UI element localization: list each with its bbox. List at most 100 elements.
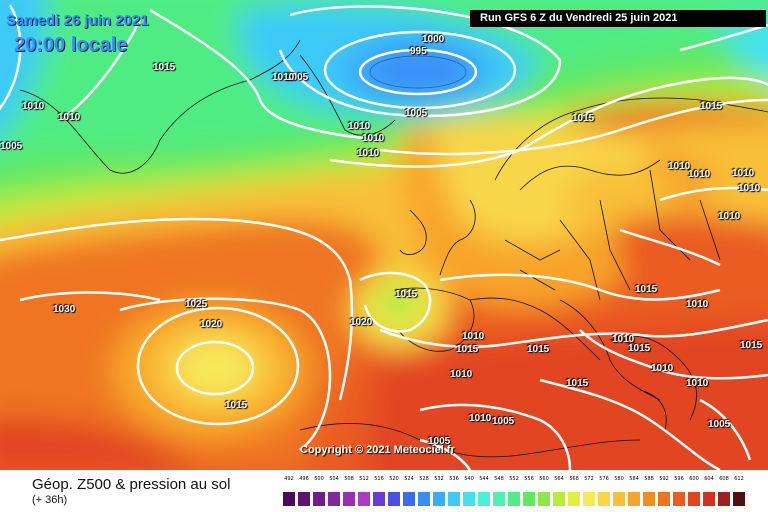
forecast-lead-time: (+ 36h) [32,494,68,506]
isobar-label: 1010 [668,161,691,172]
scale-tick-label: 500 [314,476,324,482]
isobar-label: 1010 [686,378,709,389]
scale-tick-label: 524 [404,476,414,482]
valid-time: 20:00 locale [14,34,128,56]
z500-pressure-map [0,0,768,470]
scale-tick-label: 520 [389,476,399,482]
isobar-label: 1015 [566,378,589,389]
isobar-label: 1010 [357,148,380,159]
isobar-label: 1015 [628,343,651,354]
isobar-label: 1015 [572,113,595,124]
scale-swatch [508,492,520,506]
scale-tick-label: 600 [689,476,699,482]
scale-swatch [343,492,355,506]
isobar-label: 1010 [688,169,711,180]
scale-tick-label: 568 [569,476,579,482]
scale-tick-label: 588 [644,476,654,482]
scale-tick-label: 540 [464,476,474,482]
isobar-label: 1030 [53,304,76,315]
isobar-label: 1015 [740,340,763,351]
scale-tick-label: 492 [284,476,294,482]
isobar-label: 1015 [635,284,658,295]
isobar-label: 1010 [612,334,635,345]
isobar-label: 1010 [718,211,741,222]
isobar-label: 1015 [395,289,418,300]
scale-swatch [733,492,745,506]
scale-tick-label: 580 [614,476,624,482]
isobar-label: 1010 [651,363,674,374]
scale-swatch [328,492,340,506]
isobar-label: 1010 [738,183,761,194]
scale-swatch [658,492,670,506]
scale-tick-label: 576 [599,476,609,482]
isobar-label: 1005 [428,436,451,447]
isobar-label: 995 [410,46,427,57]
scale-swatch [388,492,400,506]
isobar-label: 1005 [286,72,309,83]
scale-swatch [433,492,445,506]
scale-swatch [673,492,685,506]
cyclone-ring-hatching [369,55,467,89]
scale-swatch [553,492,565,506]
scale-tick-label: 572 [584,476,594,482]
scale-swatch [568,492,580,506]
isobar-label: 1015 [527,344,550,355]
product-title: Géop. Z500 & pression au sol [32,476,231,493]
scale-tick-label: 512 [359,476,369,482]
scale-tick-label: 504 [329,476,339,482]
scale-tick-label: 508 [344,476,354,482]
scale-swatch [403,492,415,506]
scale-tick-label: 532 [434,476,444,482]
scale-tick-label: 552 [509,476,519,482]
scale-swatch [538,492,550,506]
scale-swatch [313,492,325,506]
scale-swatch [613,492,625,506]
scale-swatch [373,492,385,506]
coastlines-and-borders [19,39,768,458]
isobar-label: 1005 [492,416,515,427]
scale-tick-label: 544 [479,476,489,482]
scale-tick-label: 584 [629,476,639,482]
isobar-label: 1010 [22,101,45,112]
scale-tick-label: 564 [554,476,564,482]
isobar-label: 1015 [700,101,723,112]
scale-swatch [493,492,505,506]
scale-tick-label: 536 [449,476,459,482]
isobar-label: 1010 [469,413,492,424]
scale-tick-label: 548 [494,476,504,482]
model-run-banner: Run GFS 6 Z du Vendredi 25 juin 2021 [470,10,766,27]
isobar-label: 1020 [200,319,223,330]
isobar-label: 1015 [225,400,248,411]
scale-tick-label: 528 [419,476,429,482]
legend-footer: Géop. Z500 & pression au sol (+ 36h) 492… [0,470,768,512]
scale-swatch [703,492,715,506]
scale-swatch [478,492,490,506]
scale-swatch [358,492,370,506]
scale-swatch [418,492,430,506]
isobar-label: 1005 [405,108,428,119]
isobar-label: 1010 [462,331,485,342]
scale-swatch [523,492,535,506]
isobar-label: 1010 [58,112,81,123]
scale-tick-label: 604 [704,476,714,482]
scale-swatch [463,492,475,506]
isobar-label: 1020 [350,317,373,328]
isobar-label: 1010 [272,72,295,83]
scale-tick-label: 596 [674,476,684,482]
scale-tick-label: 608 [719,476,729,482]
scale-swatch [598,492,610,506]
color-scale: 492 496 500 504 508 512 516 520 524 528 532 536 540 5… [283,475,753,507]
scale-tick-label: 612 [734,476,744,482]
isobar-label: 1005 [0,141,23,152]
isobar-label: 1010 [362,133,385,144]
scale-swatch [643,492,655,506]
isobar-label: 1015 [153,62,176,73]
scale-tick-label: 516 [374,476,384,482]
isobar-label: 1025 [185,299,208,310]
geopotential-shading [0,0,768,470]
scale-swatch [283,492,295,506]
isobar-label: 1000 [422,34,445,45]
scale-swatch [718,492,730,506]
scale-swatch [628,492,640,506]
